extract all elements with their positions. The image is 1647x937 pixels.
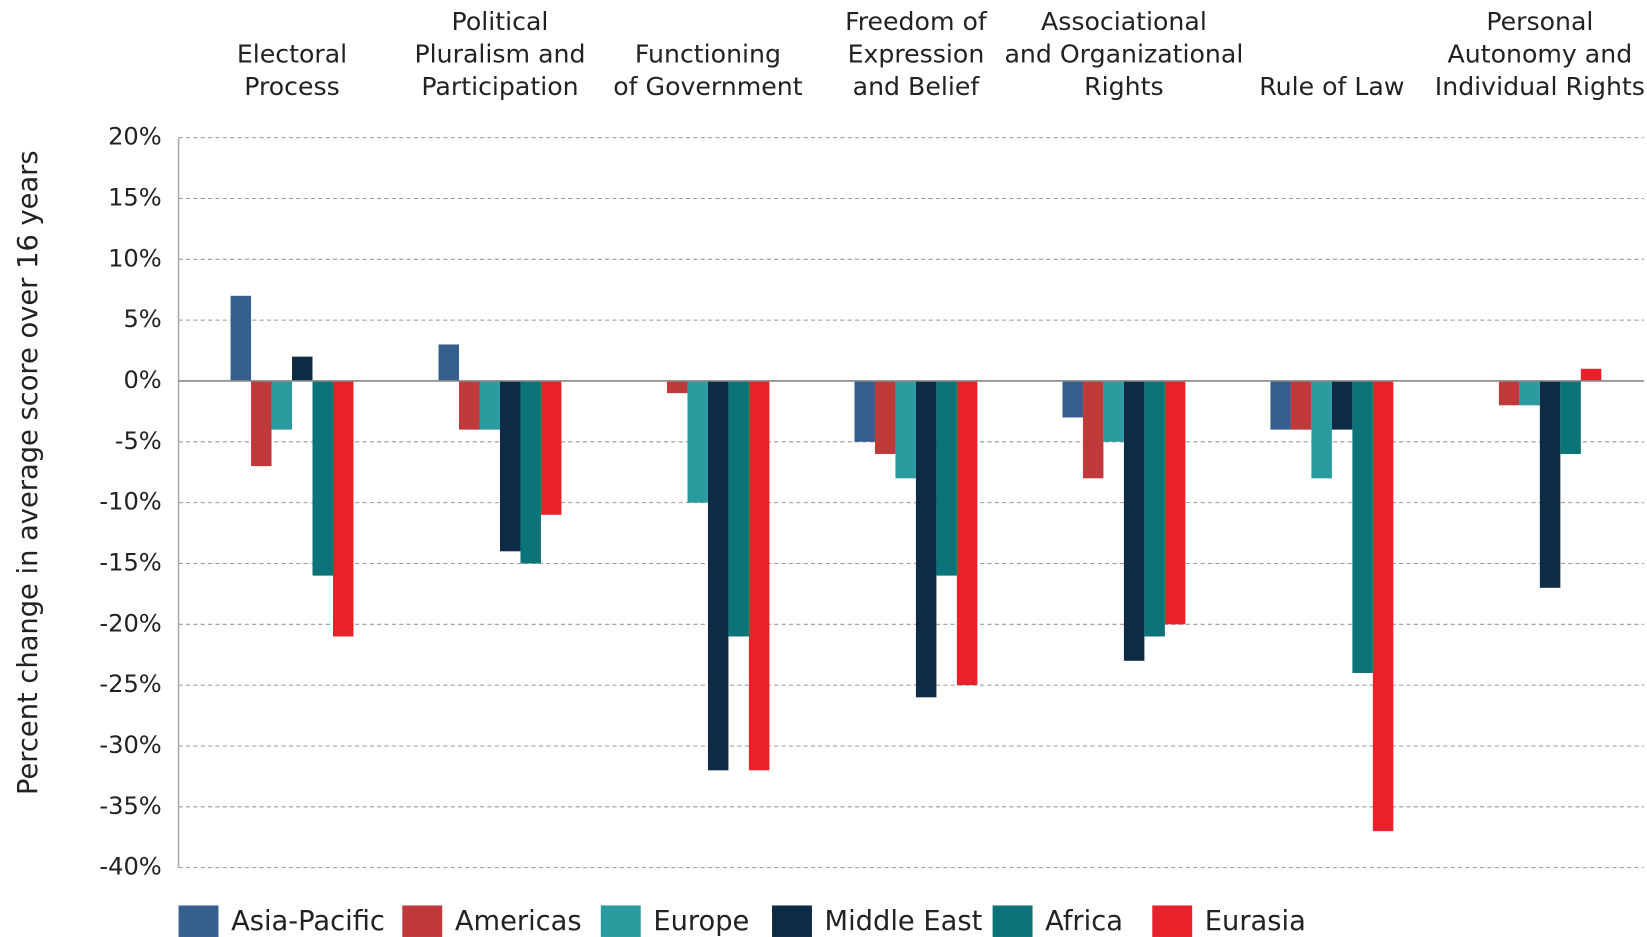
bar xyxy=(707,380,729,771)
x-tick-label: Associational and Organizational Rights xyxy=(1004,7,1243,101)
bar xyxy=(479,380,500,430)
bar xyxy=(271,380,293,430)
legend-label: Middle East xyxy=(825,906,983,937)
legend-label: Asia-Pacific xyxy=(231,906,385,937)
y-tick-label: -40% xyxy=(99,853,161,881)
legend-swatch xyxy=(178,905,219,937)
bar xyxy=(1331,380,1353,430)
y-tick-label: -15% xyxy=(99,548,161,576)
x-tick-label: Freedom of Expression and Belief xyxy=(845,7,988,101)
legend-label: Europe xyxy=(653,906,749,937)
bar xyxy=(1123,380,1145,661)
bar xyxy=(1270,380,1291,430)
legend-label: Americas xyxy=(455,906,582,937)
bar xyxy=(936,380,957,576)
bar xyxy=(1062,380,1083,418)
legend-swatch xyxy=(772,905,812,937)
bar xyxy=(1164,380,1186,625)
bar xyxy=(332,380,354,637)
y-tick-label: 5% xyxy=(123,305,161,333)
bar xyxy=(1539,380,1561,588)
bar xyxy=(915,380,937,698)
bar xyxy=(251,380,272,467)
bar xyxy=(1560,380,1581,454)
bar xyxy=(438,344,460,381)
bar xyxy=(1372,380,1394,832)
y-tick-label: -5% xyxy=(115,427,162,455)
bar xyxy=(520,380,541,564)
bar xyxy=(874,380,896,454)
bar xyxy=(1290,380,1312,430)
bar xyxy=(540,380,562,515)
x-tick-label: Electoral Process xyxy=(237,40,347,102)
x-tick-label: Functioning of Government xyxy=(613,40,802,102)
bar xyxy=(292,356,313,381)
y-tick-label: -20% xyxy=(99,609,161,637)
y-tick-label: -30% xyxy=(99,731,161,759)
y-tick-label: -25% xyxy=(99,670,161,698)
legend-swatch xyxy=(1152,905,1193,937)
bar xyxy=(459,380,480,430)
y-tick-label: -35% xyxy=(99,792,161,820)
y-tick-label: 10% xyxy=(108,244,162,272)
y-tick-label: -10% xyxy=(99,488,161,516)
bar xyxy=(1103,380,1124,442)
bar xyxy=(499,380,521,552)
legend-swatch xyxy=(992,905,1033,937)
bar xyxy=(956,380,978,686)
bar xyxy=(748,380,770,771)
x-tick-label: Political Pluralism and Participation xyxy=(414,7,585,101)
bar xyxy=(1352,380,1373,673)
bar xyxy=(312,380,333,576)
legend-swatch xyxy=(600,905,641,937)
bar xyxy=(728,380,749,637)
bar xyxy=(1144,380,1165,637)
legend-swatch xyxy=(402,905,443,937)
y-tick-label: 0% xyxy=(123,366,161,394)
bar xyxy=(1580,368,1602,381)
bar xyxy=(1311,380,1332,479)
x-tick-label: Rule of Law xyxy=(1259,72,1404,101)
bar xyxy=(687,380,708,503)
x-tick-label: Personal Autonomy and Individual Rights xyxy=(1435,7,1645,101)
bar xyxy=(1082,380,1104,479)
bar xyxy=(1519,380,1540,406)
legend-label: Africa xyxy=(1045,906,1123,937)
bar xyxy=(895,380,916,479)
bar xyxy=(230,295,252,381)
legend-label: Eurasia xyxy=(1205,906,1306,937)
y-axis-label: Percent change in average score over 16 … xyxy=(13,150,44,795)
y-tick-label: 15% xyxy=(108,183,162,211)
bar xyxy=(666,380,688,394)
bar xyxy=(854,380,875,442)
bar xyxy=(1498,380,1520,406)
y-tick-label: 20% xyxy=(108,123,162,151)
